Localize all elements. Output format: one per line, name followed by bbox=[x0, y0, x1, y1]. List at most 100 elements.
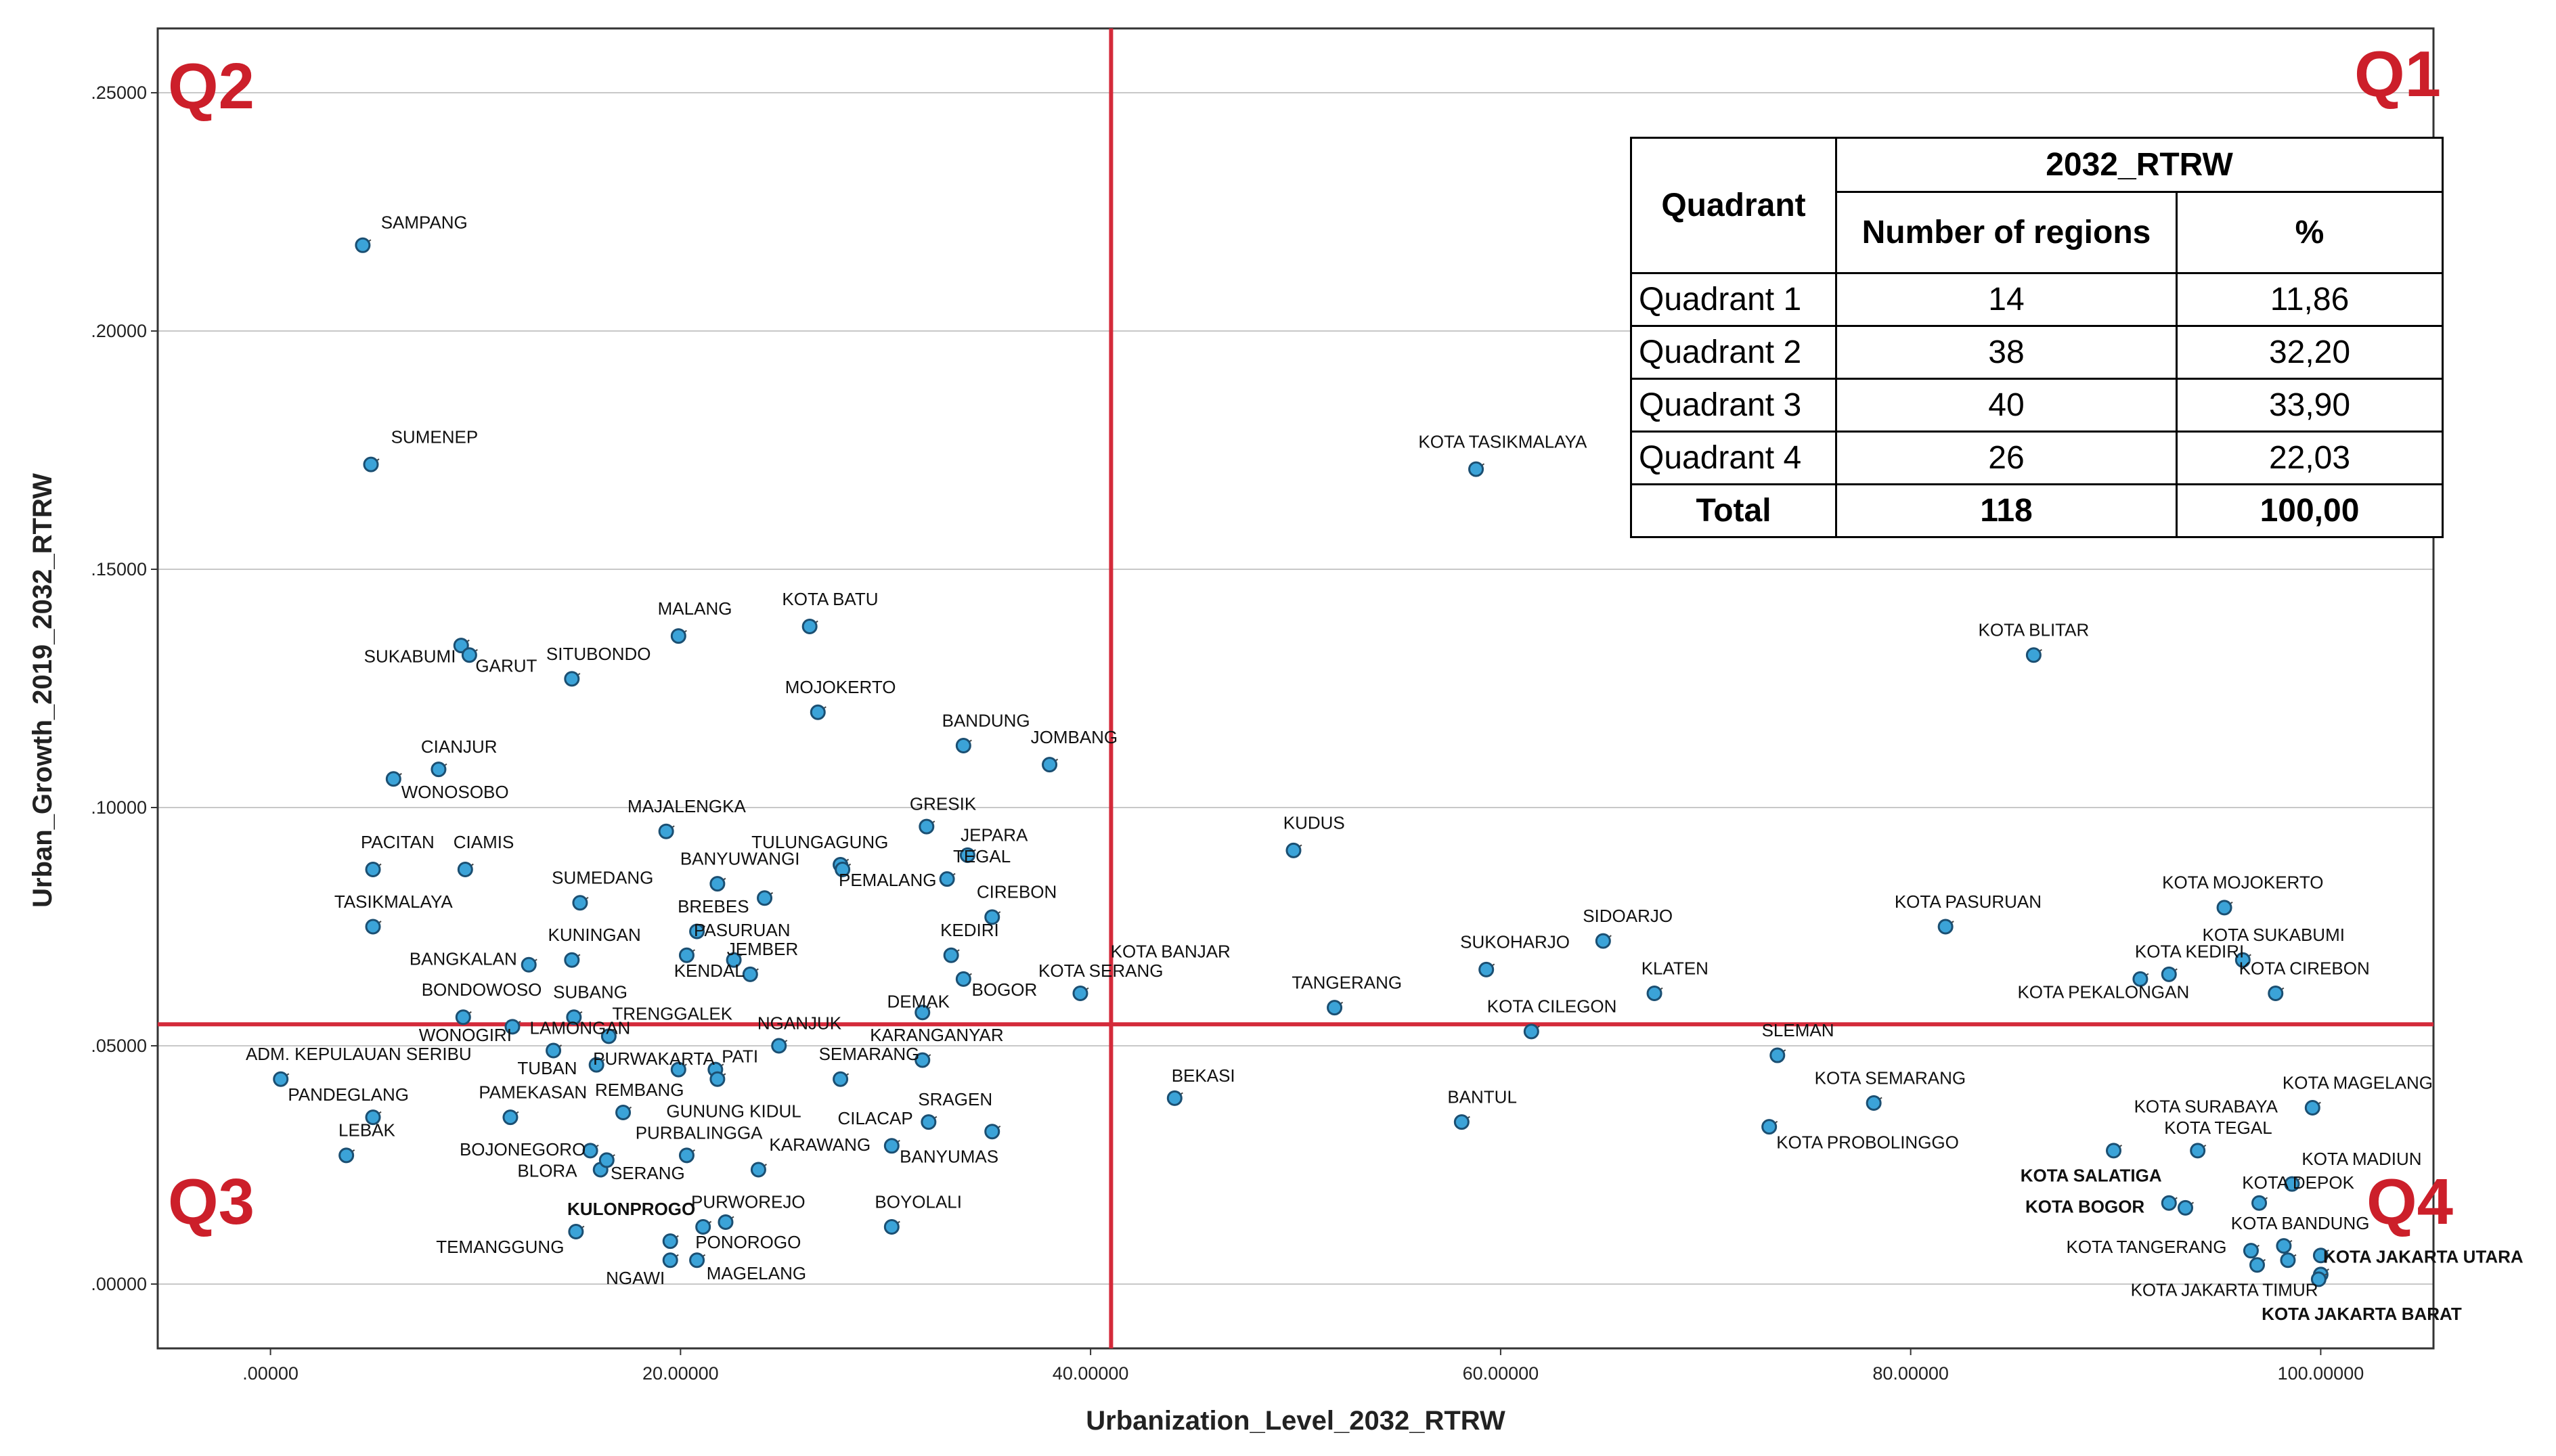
point-label: TEMANGGUNG bbox=[436, 1237, 564, 1257]
point-label: KOTA SEMARANG bbox=[1815, 1067, 1966, 1088]
data-point bbox=[810, 704, 826, 720]
data-point bbox=[757, 890, 773, 906]
row-count: 26 bbox=[1835, 431, 2178, 485]
header-count: Number of regions bbox=[1835, 191, 2178, 274]
point-label: BONDOWOSO bbox=[422, 979, 542, 1000]
y-tick-label: .00000 bbox=[91, 1274, 147, 1294]
data-point bbox=[568, 1224, 584, 1240]
point-label: SIDOARJO bbox=[1583, 906, 1673, 926]
point-label: NGAWI bbox=[606, 1268, 665, 1288]
point-label: KOTA MOJOKERTO bbox=[2162, 873, 2323, 893]
data-point bbox=[588, 1057, 604, 1073]
row-count: 14 bbox=[1835, 272, 2178, 327]
data-point bbox=[365, 862, 381, 878]
data-point bbox=[2216, 900, 2232, 916]
data-point bbox=[455, 1009, 471, 1025]
point-label: PACITAN bbox=[361, 832, 435, 852]
x-tick-label: 60.00000 bbox=[1463, 1363, 1539, 1384]
point-label: KOTA TASIKMALAYA bbox=[1418, 431, 1587, 451]
data-point bbox=[915, 1052, 931, 1068]
grid-lines bbox=[158, 92, 2433, 1285]
x-axis-title: Urbanization_Level_2032_RTRW bbox=[1086, 1406, 1505, 1436]
data-point bbox=[365, 919, 381, 935]
data-point bbox=[385, 771, 401, 787]
point-label: KOTA TEGAL bbox=[2164, 1118, 2272, 1138]
data-point bbox=[2132, 971, 2149, 987]
point-label: BLORA bbox=[517, 1161, 577, 1181]
point-label: KOTA MAGELANG bbox=[2283, 1072, 2433, 1093]
point-label: PURWAKARTA bbox=[593, 1049, 715, 1069]
data-point bbox=[670, 1061, 686, 1078]
point-label: SRAGEN bbox=[918, 1089, 992, 1109]
quadrant-label-q3: Q3 bbox=[168, 1166, 255, 1238]
point-label: PEMALANG bbox=[839, 870, 937, 890]
x-tick-label: 100.00000 bbox=[2278, 1363, 2364, 1384]
point-label: PURBALINGGA bbox=[636, 1122, 763, 1143]
quadrant-summary-table: Quadrant 2032_RTRW Number of regions % Q… bbox=[1630, 137, 2444, 538]
data-point bbox=[355, 237, 371, 253]
table-row: Quadrant 3 40 33,90 bbox=[1630, 378, 2444, 433]
data-point bbox=[2268, 986, 2284, 1002]
point-label: SEMARANG bbox=[819, 1044, 920, 1064]
point-label: KOTA JAKARTA BARAT bbox=[2262, 1304, 2462, 1324]
point-label: SUKOHARJO bbox=[1460, 932, 1570, 952]
point-label: CIAMIS bbox=[454, 832, 514, 852]
data-point bbox=[718, 1214, 734, 1230]
data-point bbox=[363, 456, 379, 472]
point-label: BANDUNG bbox=[942, 710, 1030, 730]
y-tick-label: .05000 bbox=[91, 1036, 147, 1056]
data-point bbox=[662, 1233, 678, 1250]
point-label: KOTA CILEGON bbox=[1487, 996, 1617, 1017]
x-tick-label: 20.00000 bbox=[642, 1363, 719, 1384]
data-point bbox=[564, 952, 580, 968]
point-label: SUMEDANG bbox=[552, 868, 653, 888]
data-point bbox=[709, 876, 726, 892]
point-label: GRESIK bbox=[910, 794, 977, 814]
point-label: WONOGIRI bbox=[419, 1025, 512, 1045]
point-label: BREBES bbox=[678, 896, 749, 917]
data-point bbox=[598, 1152, 615, 1168]
point-label: KOTA BATU bbox=[782, 589, 878, 609]
point-label: TRENGGALEK bbox=[612, 1003, 732, 1023]
data-point bbox=[1072, 986, 1088, 1002]
point-label: PATI bbox=[722, 1046, 758, 1067]
point-label: KUDUS bbox=[1283, 813, 1345, 833]
point-label: WONOSOBO bbox=[401, 782, 509, 802]
table-row: Quadrant 1 14 11,86 bbox=[1630, 272, 2444, 327]
data-point bbox=[2304, 1099, 2320, 1116]
header-quadrant: Quadrant bbox=[1630, 137, 1837, 274]
data-point bbox=[582, 1143, 598, 1159]
row-count: 40 bbox=[1835, 378, 2178, 433]
point-label: SITUBONDO bbox=[546, 644, 651, 664]
point-label: TULUNGAGUNG bbox=[751, 832, 888, 852]
point-label: ADM. KEPULAUAN SERIBU bbox=[246, 1044, 472, 1064]
data-point bbox=[771, 1038, 787, 1054]
data-point bbox=[431, 762, 447, 778]
point-label: TUBAN bbox=[517, 1058, 577, 1078]
header-group: 2032_RTRW bbox=[1835, 137, 2444, 193]
x-tick-label: 40.00000 bbox=[1053, 1363, 1129, 1384]
data-point bbox=[1761, 1119, 1778, 1135]
data-point bbox=[273, 1071, 289, 1087]
point-label: KLATEN bbox=[1641, 958, 1709, 978]
data-point bbox=[919, 818, 935, 835]
data-point bbox=[564, 671, 580, 687]
row-percent: 22,03 bbox=[2176, 431, 2444, 485]
point-label: TASIKMALAYA bbox=[334, 891, 453, 912]
row-percent: 32,20 bbox=[2176, 325, 2444, 380]
point-label: KOTA PEKALONGAN bbox=[2017, 982, 2189, 1002]
data-point bbox=[1285, 842, 1302, 858]
data-point bbox=[709, 1071, 726, 1087]
point-label: KOTA PROBOLINGGO bbox=[1776, 1132, 1959, 1152]
data-point bbox=[365, 1109, 381, 1126]
data-point bbox=[984, 909, 1000, 925]
point-label: MAJALENGKA bbox=[627, 796, 746, 816]
data-point bbox=[689, 1252, 705, 1269]
point-label: KOTA MADIUN bbox=[2301, 1149, 2421, 1169]
total-percent: 100,00 bbox=[2176, 483, 2444, 538]
row-quadrant: Quadrant 3 bbox=[1630, 378, 1837, 433]
data-point bbox=[572, 895, 588, 911]
point-label: KOTA BLITAR bbox=[1979, 620, 2090, 640]
point-label: SLEMAN bbox=[1762, 1020, 1834, 1040]
data-point bbox=[2161, 1195, 2177, 1211]
